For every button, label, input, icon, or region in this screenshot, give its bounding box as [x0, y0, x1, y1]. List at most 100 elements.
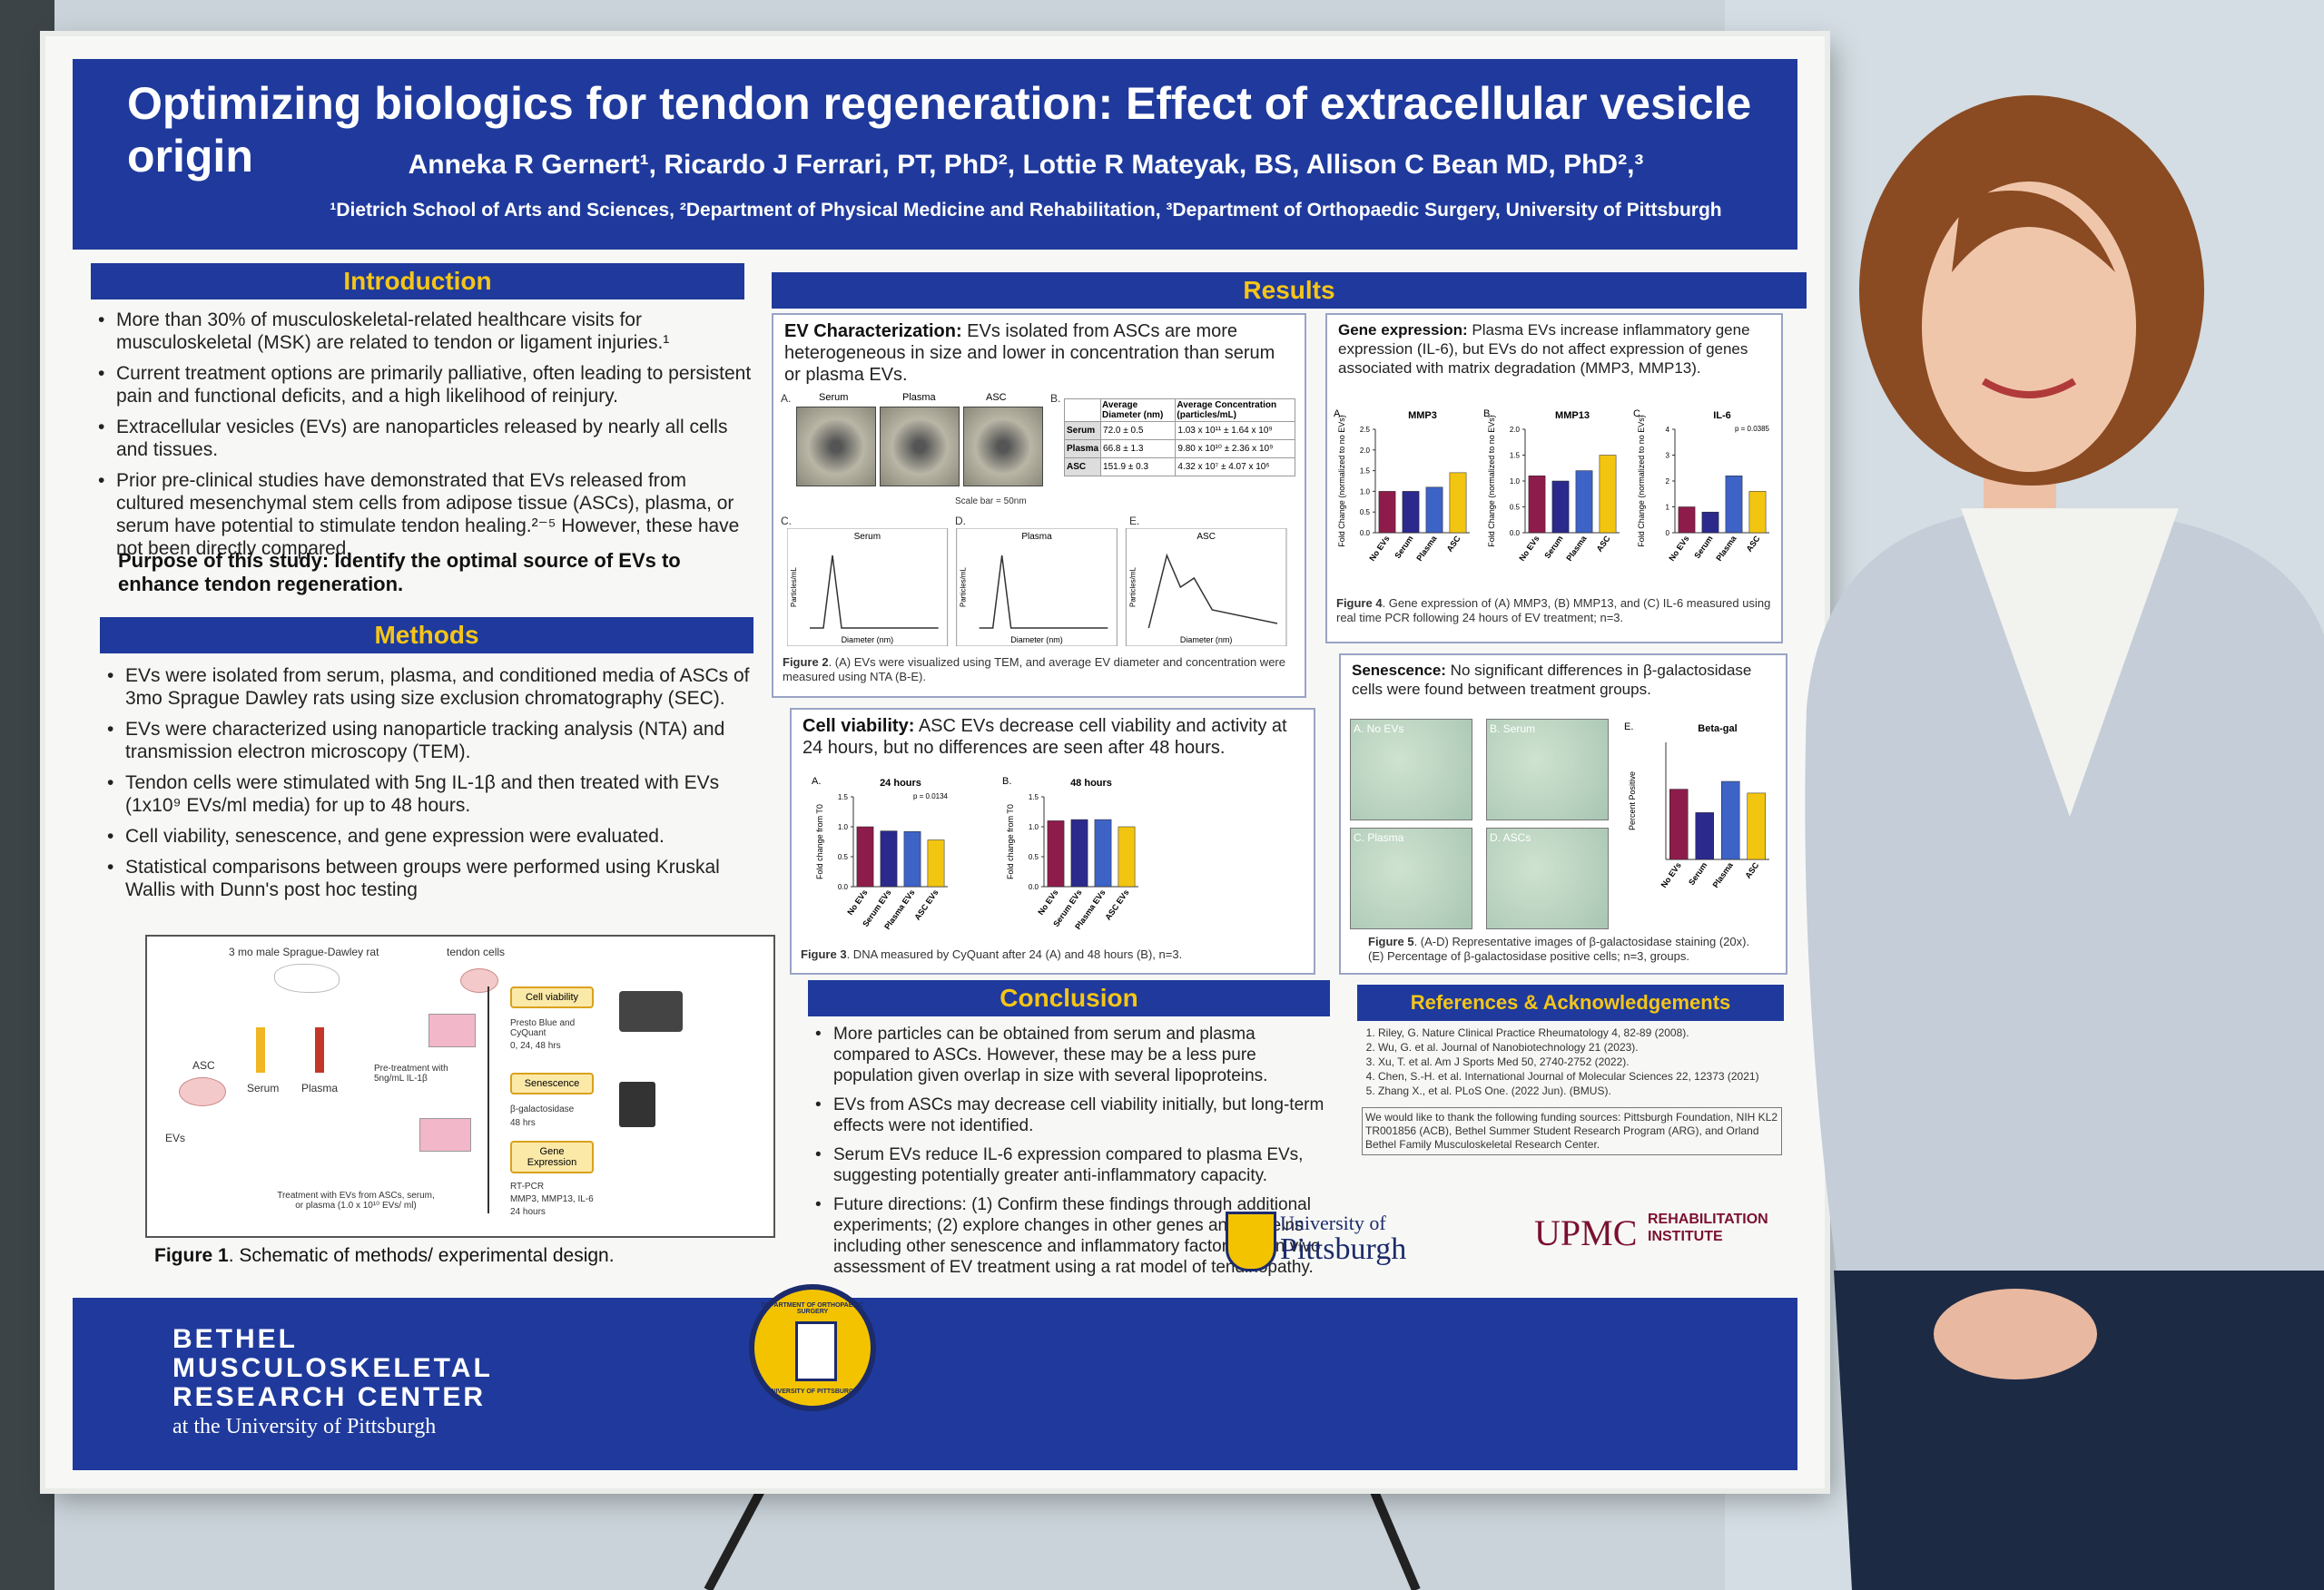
caption-label: Figure 3 [801, 947, 847, 961]
plot-title: Serum [854, 532, 881, 542]
heading: Gene expression: [1338, 321, 1468, 339]
box-label: Cell viability [510, 986, 594, 1008]
image-label: ASC [986, 392, 1007, 403]
chart-title: MMP13 [1555, 410, 1590, 421]
y-tick-label: 1.0 [1360, 487, 1371, 496]
chart-svg: C. IL-6 Fold Change (normalized to no EVs)… [1631, 406, 1777, 583]
upmc-sub: REHABILITATION [1648, 1212, 1768, 1227]
seal-text: DEPARTMENT OF ORTHOPAEDIC SURGERY [761, 1302, 864, 1315]
caption-label: Figure 4 [1336, 596, 1383, 610]
bar [1678, 506, 1696, 534]
label: 24 hours [510, 1207, 546, 1217]
pitt-shield [1226, 1212, 1276, 1271]
box-label: Gene Expression [510, 1141, 594, 1173]
y-tick-label: 2.0 [1510, 426, 1521, 434]
table-cell: 9.80 x 10¹⁰ ± 2.36 x 10⁹ [1175, 439, 1295, 458]
bar [903, 831, 921, 888]
dish-icon [179, 1077, 226, 1106]
authors: Anneka R Gernert¹, Ricardo J Ferrari, PT… [408, 150, 1644, 180]
ev-box: EV Characterization: EVs isolated from A… [772, 313, 1306, 698]
figure-caption: Figure 1. Schematic of methods/ experime… [154, 1245, 615, 1267]
seal: DEPARTMENT OF ORTHOPAEDIC SURGERY UNIVER… [749, 1284, 876, 1411]
panel-label: B. [1002, 776, 1011, 787]
section-heading: Methods [100, 617, 753, 653]
tem-image [796, 407, 876, 486]
y-tick-label: 3 [1666, 452, 1670, 460]
panel-label: C. [1633, 408, 1643, 419]
label: 48 hrs [510, 1118, 536, 1128]
scale-bar: Scale bar = 50nm [955, 496, 1027, 506]
text: No significant differences in β-galactos… [1352, 662, 1752, 698]
label: RT-PCR [510, 1182, 545, 1192]
y-label: Particles/mL [1128, 566, 1137, 607]
table-row: Plasma 66.8 ± 1.3 9.80 x 10¹⁰ ± 2.36 x 10⁹ [1063, 439, 1295, 458]
y-tick-label: 1.5 [1360, 467, 1371, 476]
panel-label: B. [1050, 392, 1061, 405]
section-heading: Introduction [91, 263, 744, 299]
conclusion-bullets: More particles can be obtained from seru… [808, 1024, 1334, 1286]
y-label: Fold Change (normalized to no EVs) [1337, 415, 1346, 547]
y-tick-label: 0.5 [1029, 853, 1039, 861]
bar [1378, 491, 1396, 534]
poster: Optimizing biologics for tendon regenera… [45, 36, 1825, 1488]
x-label: Diameter (nm) [1180, 635, 1233, 644]
figure-1: 3 mo male Sprague-Dawley rat tendon cell… [145, 935, 775, 1238]
chart-title: IL-6 [1713, 410, 1731, 421]
table-cell: 72.0 ± 0.5 [1100, 421, 1177, 440]
micro-image: D. ASCs [1486, 828, 1609, 929]
y-tick-label: 1 [1666, 504, 1670, 512]
title: Optimizing biologics for tendon regenera… [127, 78, 1752, 182]
table-row: Serum 72.0 ± 0.5 1.03 x 10¹¹ ± 1.64 x 10⁹ [1063, 421, 1295, 440]
ev-text: EV Characterization: EVs isolated from A… [773, 315, 1305, 391]
bar [1701, 511, 1719, 534]
image-label: Plasma [902, 392, 936, 403]
bar-chart: E. Beta-gal Percent Positive No EVs Serum Pla… [1622, 719, 1777, 909]
bullet: More particles can be obtained from seru… [808, 1024, 1334, 1086]
micro-image: C. Plasma [1350, 828, 1472, 929]
y-tick-label: 1.0 [838, 823, 849, 831]
bar-chart: A. MMP3 Fold Change (normalized to no EVs)… [1332, 406, 1477, 583]
bar [1721, 780, 1740, 860]
plot-title: ASC [1196, 532, 1216, 542]
bullet: Serum EVs reduce IL-6 expression compare… [808, 1144, 1334, 1186]
table-cell [1063, 398, 1102, 422]
upmc: UPMC [1534, 1212, 1638, 1253]
header: Optimizing biologics for tendon regenera… [73, 59, 1797, 250]
y-label: Fold Change (normalized to no EVs) [1487, 415, 1496, 547]
y-tick-label: 2.0 [1360, 447, 1371, 455]
label: tendon cells [447, 946, 506, 958]
y-tick-label: 1.5 [1510, 452, 1521, 460]
label: ASC [192, 1059, 215, 1072]
image-label: A. No EVs [1354, 722, 1404, 735]
bar [1575, 470, 1593, 534]
table-row: Average Diameter (nm) Average Concentrati… [1063, 398, 1295, 422]
table-header: Average Concentration (particles/mL) [1175, 398, 1295, 422]
bar [1047, 820, 1065, 888]
nta-plots: Serum Diameter (nm) Particles/mL Plasma Diam… [786, 527, 1295, 647]
methods-bullets: EVs were isolated from serum, plasma, an… [100, 664, 763, 909]
caption-label: Figure 1 [154, 1245, 229, 1266]
y-tick-label: 0.0 [838, 883, 849, 891]
bullet: Prior pre-clinical studies have demonstr… [91, 469, 753, 560]
label: MMP3, MMP13, IL-6 [510, 1194, 594, 1204]
y-tick-label: 1.0 [1029, 823, 1039, 831]
senescence-text: Senescence: No significant differences i… [1341, 655, 1786, 704]
image-label: Serum [819, 392, 849, 403]
pitt-text: Pittsburgh [1280, 1232, 1407, 1266]
micro-image: A. No EVs [1350, 719, 1472, 820]
gene-text: Gene expression: Plasma EVs increase inf… [1327, 315, 1781, 383]
panel-label: E. [1129, 515, 1140, 527]
table-cell: ASC [1063, 457, 1102, 476]
reference: Zhang X., et al. PLoS One. (2022 Jun). (… [1378, 1084, 1796, 1098]
tem-image [880, 407, 960, 486]
purpose: Purpose of this study: Identify the opti… [118, 549, 681, 595]
label: 3 mo male Sprague-Dawley rat [229, 946, 379, 958]
upmc-sub: INSTITUTE [1648, 1229, 1723, 1244]
chart-svg: A. MMP3 Fold Change (normalized to no EVs)… [1332, 406, 1477, 583]
device-icon [619, 991, 683, 1032]
chart-svg: A. 24 hours Fold change from T0 0.0 0.5 1.0 1.… [810, 773, 955, 937]
label: β-galactosidase [510, 1104, 575, 1114]
bullet: Tendon cells were stimulated with 5ng IL… [100, 771, 763, 817]
